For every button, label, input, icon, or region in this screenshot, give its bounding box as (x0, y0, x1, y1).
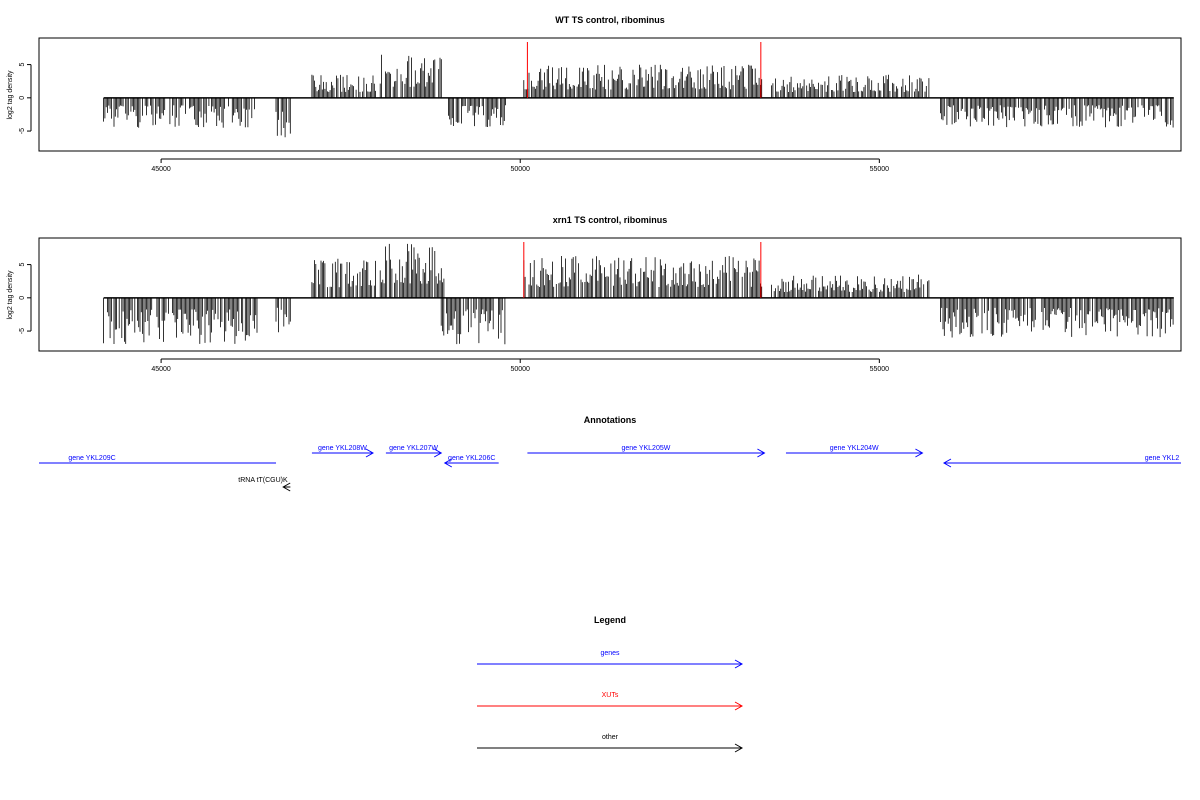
signal-region (311, 74, 377, 98)
legend-item: other (477, 734, 744, 753)
signal-region (275, 97, 291, 138)
feature-label: tRNA tT(CGU)K (238, 477, 288, 484)
legend-panel: Legend genes XUTs other (477, 615, 744, 753)
signal-region (103, 297, 258, 344)
xtick-label: 55000 (870, 166, 890, 173)
ytick-label: -5 (19, 328, 26, 334)
xtick-label: 45000 (151, 366, 171, 373)
panel-xrn1-ylabel: log2 tag density (7, 270, 14, 320)
signal-region (523, 64, 763, 98)
signal-region (940, 297, 1174, 338)
arrowhead-right-icon (734, 659, 744, 669)
legend-title: Legend (594, 615, 626, 625)
signal-region (379, 54, 442, 98)
signal-region (440, 297, 506, 345)
feature-label: gene YKL204W (830, 445, 879, 452)
xtick-label: 50000 (510, 166, 530, 173)
arrowhead-right-icon (365, 448, 374, 458)
arrowhead-right-icon (433, 448, 443, 458)
annotation-features: gene YKL209C tRNA tT(CGU)K gene YKL208W gen… (39, 445, 1181, 492)
feature-label: gene YKL206C (448, 455, 495, 462)
legend-label: genes (600, 650, 620, 657)
xtick-label: 50000 (510, 366, 530, 373)
arrowhead-left-icon (942, 458, 952, 468)
legend-label: other (602, 734, 619, 741)
legend-label: XUTs (602, 692, 619, 699)
panel-wt-yaxis: -5 0 5 (19, 63, 32, 134)
panel-xrn1-yaxis: -5 0 5 (19, 263, 32, 334)
ytick-label: 0 (19, 96, 26, 100)
panel-xrn1-xaxis: 45000 50000 55000 (151, 358, 890, 373)
ytick-label: -5 (19, 128, 26, 134)
feature-label: gene YKL207W (389, 445, 438, 452)
xtick-label: 55000 (870, 366, 890, 373)
panel-xrn1-xut-markers (523, 242, 762, 298)
signal-region (771, 274, 930, 298)
arrowhead-left-icon (443, 458, 453, 468)
legend-item: XUTs (477, 692, 744, 711)
arrowhead-right-icon (734, 743, 744, 753)
panel-wt-signal (103, 54, 1174, 138)
signal-region (275, 297, 291, 333)
panel-wt-xut-markers (526, 42, 762, 98)
arrowhead-left-icon (282, 482, 291, 492)
ytick-label: 0 (19, 296, 26, 300)
annotation-feature: gene YKL208W (311, 445, 374, 458)
panel-wt-frame (38, 37, 1182, 152)
legend-items: genes XUTs other (477, 650, 744, 753)
annotation-feature: tRNA tT(CGU)K (238, 477, 291, 492)
xtick-label: 45000 (151, 166, 171, 173)
panel-xrn1: xrn1 TS control, ribominus log2 tag dens… (7, 215, 1182, 373)
annotation-feature: gene YKL206C (443, 455, 499, 468)
panel-xrn1-signal (103, 243, 1174, 345)
signal-region (447, 97, 507, 127)
annotation-feature: gene YKL209C (39, 455, 277, 464)
legend-item: genes (477, 650, 744, 669)
signal-region (940, 97, 1174, 128)
signal-region (523, 256, 763, 298)
panel-wt: WT TS control, ribominus log2 tag densit… (7, 15, 1182, 173)
panel-xrn1-title: xrn1 TS control, ribominus (553, 215, 668, 225)
arrowhead-right-icon (915, 448, 924, 458)
arrowhead-right-icon (757, 448, 766, 458)
annotation-feature: gene YKL207W (385, 445, 443, 458)
panel-wt-title: WT TS control, ribominus (555, 15, 665, 25)
annotation-feature: gene YKL204W (785, 445, 924, 458)
feature-label: gene YKL209C (68, 455, 115, 462)
feature-label: gene YKL208W (318, 445, 367, 452)
ytick-label: 5 (19, 63, 26, 67)
panel-wt-xaxis: 45000 50000 55000 (151, 158, 890, 173)
panel-wt-ylabel: log2 tag density (7, 70, 14, 120)
signal-region (379, 243, 445, 298)
annotation-feature: gene YKL205W (527, 445, 766, 458)
panel-xrn1-frame (38, 237, 1182, 352)
feature-label: gene YKL2 (1145, 455, 1180, 462)
feature-label: gene YKL205W (621, 445, 670, 452)
ytick-label: 5 (19, 263, 26, 267)
signal-region (311, 258, 377, 298)
signal-region (103, 97, 255, 128)
signal-region (771, 74, 930, 98)
annotations-title: Annotations (584, 415, 637, 425)
annotation-feature: gene YKL2 (942, 455, 1181, 468)
arrowhead-right-icon (734, 701, 744, 711)
